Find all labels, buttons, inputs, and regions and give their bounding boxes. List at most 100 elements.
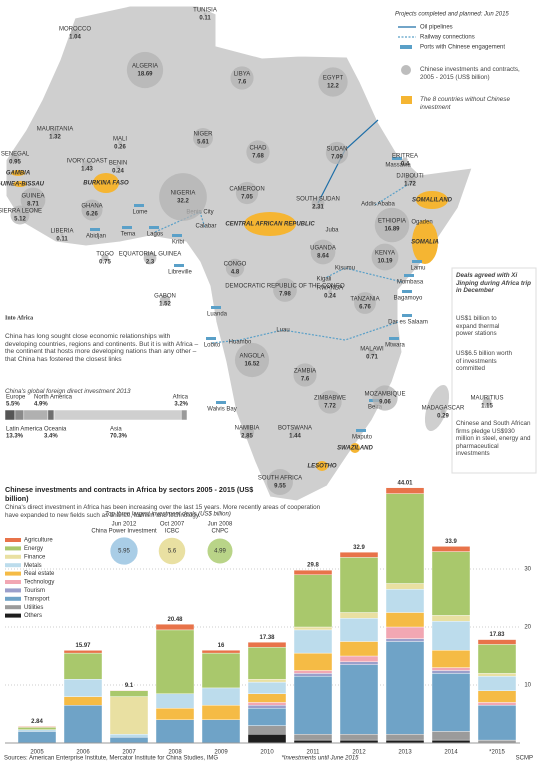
bar-segment xyxy=(247,647,287,680)
country-value: 16.89 xyxy=(384,227,400,233)
bar-segment xyxy=(247,708,287,726)
investment-circle xyxy=(273,278,297,302)
country-name: GUINEA-BISSAU xyxy=(0,182,45,188)
place-name: Huambo xyxy=(229,340,252,346)
deal-item: Chinese and South African firms pledge U… xyxy=(456,420,531,458)
bar-segment xyxy=(339,664,379,735)
place-name: Juba xyxy=(325,228,339,234)
legend-label: The 8 countries without Chinese investme… xyxy=(420,96,510,111)
bar-segment xyxy=(385,493,425,584)
no-investment-country xyxy=(244,212,296,236)
country-name: LESOTHO xyxy=(307,464,336,470)
investment-circle xyxy=(203,12,207,16)
chart-note: *Investments until June 2015 xyxy=(281,756,359,762)
investment-circle xyxy=(143,251,157,265)
legend-label: Finance xyxy=(24,554,46,560)
share-name: North America xyxy=(34,395,73,401)
country-value: 0.11 xyxy=(56,237,68,243)
share-name: Europe xyxy=(6,395,26,401)
x-tick-label: 2007 xyxy=(122,750,136,756)
bar-segment xyxy=(201,687,241,706)
deal-name: ICBC xyxy=(165,529,180,535)
bar-segment xyxy=(293,569,333,575)
share-name: Africa xyxy=(173,395,189,401)
bar-segment xyxy=(431,673,471,732)
bar-segment xyxy=(109,734,149,738)
investment-circle xyxy=(318,67,348,97)
investment-circle xyxy=(126,51,164,89)
bar-segment xyxy=(339,612,379,619)
place-name: Calabar xyxy=(195,224,216,230)
investment-circle xyxy=(117,140,123,146)
credit: SCMP xyxy=(516,756,533,762)
country-value: 0.71 xyxy=(366,355,378,361)
bar-segment xyxy=(339,641,379,657)
country-value: 1.04 xyxy=(69,35,81,41)
bar-segment xyxy=(339,655,379,662)
country-value: 7.68 xyxy=(252,154,264,160)
investment-circle xyxy=(159,173,207,221)
share-name: Oceania xyxy=(44,427,67,433)
country-value: 7.98 xyxy=(279,292,291,298)
country-name: TOGO xyxy=(96,252,114,258)
country-value: 1.72 xyxy=(404,182,416,188)
bar-segment xyxy=(339,734,379,741)
main-title: Into Africa xyxy=(5,315,33,321)
country-name: KENYA xyxy=(375,251,395,257)
port-icon xyxy=(402,290,412,293)
port-icon xyxy=(402,314,412,317)
country-value: 2.31 xyxy=(312,205,324,211)
bar-segment xyxy=(385,487,425,494)
country-value: 1.52 xyxy=(159,302,171,308)
country-name: SIERRA LEONE xyxy=(0,209,42,215)
deal-date: Jun 2008 xyxy=(208,522,233,528)
investment-circle xyxy=(325,141,349,165)
deals-title: Top three largest investment deals (US$ … xyxy=(105,512,231,518)
place-name: Massawa xyxy=(385,163,411,169)
bar-total: 16 xyxy=(218,643,225,649)
x-tick-label: 2008 xyxy=(168,750,182,756)
country-name: CHAD xyxy=(249,146,267,152)
country-name: SOMALILAND xyxy=(412,198,453,204)
x-tick-label: 2012 xyxy=(352,750,366,756)
country-value: 0.95 xyxy=(9,160,21,166)
country-value: 1.15 xyxy=(481,404,493,410)
port-icon xyxy=(134,204,144,207)
no-investment-country xyxy=(13,181,27,187)
country-value: 12.2 xyxy=(327,84,339,90)
bar-segment xyxy=(477,673,517,677)
investment-circle xyxy=(239,424,255,440)
place-name: Kisumu xyxy=(335,266,355,272)
bar-segment xyxy=(293,676,333,735)
country-name: CENTRAL AFRICAN REPUBLIC xyxy=(225,222,315,228)
bar-segment xyxy=(339,557,379,613)
country-name: BOTSWANA xyxy=(278,426,312,432)
bar-segment xyxy=(63,696,103,706)
place-name: Kribi xyxy=(172,240,184,246)
bar-segment xyxy=(477,702,517,706)
bar-segment xyxy=(63,705,103,744)
legend-title: Projects completed and planned: Jun 2015 xyxy=(395,12,509,18)
country-name: GUINEA xyxy=(21,194,44,200)
bar-total: 2.84 xyxy=(31,719,43,725)
port-icon xyxy=(172,234,182,237)
country-name: SOUTH SUDAN xyxy=(296,197,340,203)
bar-segment xyxy=(63,650,103,654)
bar-segment xyxy=(339,661,379,665)
country-value: 16.52 xyxy=(244,362,260,368)
bar-segment xyxy=(431,546,471,552)
country-value: 8.71 xyxy=(27,202,39,208)
country-name: DJIBOUTI xyxy=(396,174,424,180)
share-label: 3.4% xyxy=(44,434,58,440)
bar-segment xyxy=(477,705,517,741)
legend-circle xyxy=(401,65,411,75)
bar-total: 29.8 xyxy=(307,563,319,569)
country-name: TUNISIA xyxy=(193,8,217,14)
sources: Sources: American Enterprise Institute, … xyxy=(4,756,218,762)
investment-circle xyxy=(60,233,64,237)
deal-name: CNPC xyxy=(211,529,229,535)
port-icon xyxy=(174,264,184,267)
deals-title: Deals agreed with Xi Jinping during Afri… xyxy=(456,272,531,295)
port-icon xyxy=(206,337,216,340)
